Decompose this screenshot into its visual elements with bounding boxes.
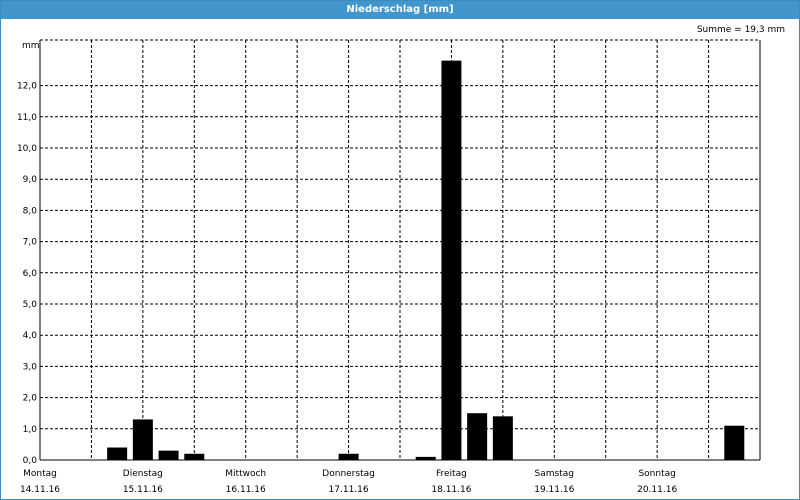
y-tick-label: 4,0 bbox=[23, 331, 38, 341]
x-date-label: 19.11.16 bbox=[534, 485, 574, 495]
precipitation-bar bbox=[107, 447, 128, 460]
x-date-label: 14.11.16 bbox=[20, 485, 60, 495]
y-tick-label: 0,0 bbox=[23, 456, 38, 466]
precipitation-sum-label: Summe = 19,3 mm bbox=[696, 25, 785, 35]
x-day-label: Freitag bbox=[436, 469, 467, 479]
y-tick-label: 10,0 bbox=[17, 144, 37, 154]
precipitation-bar bbox=[724, 425, 745, 460]
precipitation-bar bbox=[338, 453, 359, 460]
precipitation-bar bbox=[132, 419, 153, 460]
y-tick-label: 6,0 bbox=[23, 269, 38, 279]
x-day-label: Samstag bbox=[535, 469, 574, 479]
y-tick-label: 3,0 bbox=[23, 362, 38, 372]
precipitation-bar bbox=[441, 60, 462, 460]
precipitation-bar bbox=[492, 416, 513, 460]
x-day-label: Montag bbox=[23, 469, 57, 479]
x-date-label: 17.11.16 bbox=[329, 485, 369, 495]
grid-layer bbox=[40, 39, 760, 460]
x-date-label: 15.11.16 bbox=[123, 485, 163, 495]
x-day-label: Donnerstag bbox=[322, 469, 375, 479]
y-tick-label: 12,0 bbox=[17, 82, 37, 92]
precipitation-bar bbox=[467, 413, 488, 460]
precipitation-bar bbox=[184, 453, 205, 460]
x-day-label: Dienstag bbox=[123, 469, 163, 479]
y-axis-unit-label: mm bbox=[22, 41, 40, 51]
label-layer: 0,0 1,0 2,0 3,0 4,0 5,0 6,0 7,0 8,0 9,0 10,0 11,0 12… bbox=[17, 82, 678, 495]
precipitation-bar bbox=[158, 450, 179, 460]
precipitation-bar bbox=[415, 456, 436, 460]
axis-layer bbox=[39, 40, 761, 461]
y-tick-label: 7,0 bbox=[23, 238, 38, 248]
y-tick-label: 9,0 bbox=[23, 175, 38, 185]
x-date-label: 18.11.16 bbox=[431, 485, 471, 495]
x-day-label: Sonntag bbox=[638, 469, 675, 479]
bars-layer bbox=[107, 60, 745, 460]
x-day-label: Mittwoch bbox=[225, 469, 266, 479]
y-tick-label: 11,0 bbox=[17, 113, 37, 123]
y-tick-label: 5,0 bbox=[23, 300, 38, 310]
y-tick-label: 2,0 bbox=[23, 394, 38, 404]
x-date-label: 20.11.16 bbox=[637, 485, 677, 495]
y-tick-label: 8,0 bbox=[23, 206, 38, 216]
y-tick-label: 1,0 bbox=[23, 425, 38, 435]
x-date-label: 16.11.16 bbox=[226, 485, 266, 495]
window-title: Niederschlag [mm] bbox=[1, 1, 799, 19]
